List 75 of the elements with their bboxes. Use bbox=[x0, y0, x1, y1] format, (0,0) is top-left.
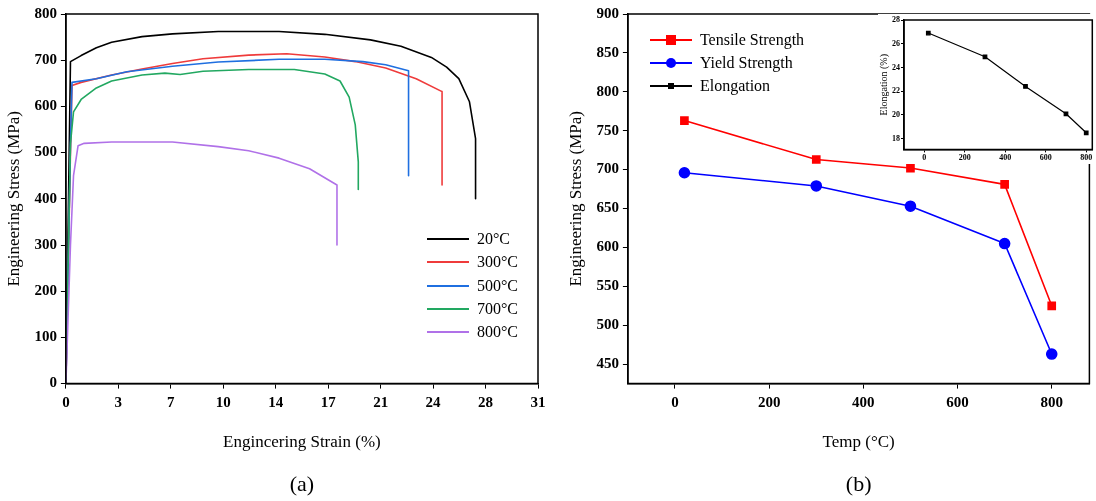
x-tick-label: 7 bbox=[167, 394, 176, 411]
x-tick-label: 600 bbox=[1039, 153, 1052, 163]
y-tick-label: 800 bbox=[34, 4, 57, 21]
x-tick-label: 28 bbox=[478, 394, 494, 411]
point bbox=[678, 166, 691, 179]
legend-label: Tensile Strength bbox=[699, 30, 805, 49]
y-tick-label: 24 bbox=[892, 62, 900, 72]
point bbox=[1023, 84, 1028, 89]
point bbox=[998, 237, 1011, 250]
y-tick-label: 900 bbox=[596, 4, 619, 21]
point bbox=[1000, 180, 1009, 189]
y-tick-label: 22 bbox=[892, 86, 900, 96]
y-axis-title: Elongation (%) bbox=[877, 54, 890, 116]
point bbox=[811, 155, 821, 164]
point bbox=[982, 54, 988, 60]
y-tick-label: 100 bbox=[34, 328, 57, 345]
x-tick-label: 400 bbox=[999, 153, 1012, 163]
x-tick-label: 200 bbox=[958, 153, 971, 163]
text: (b) bbox=[845, 471, 872, 496]
y-tick-label: 20 bbox=[892, 110, 900, 120]
y-tick-label: 26 bbox=[892, 38, 900, 48]
y-tick-label: 0 bbox=[49, 374, 57, 391]
point bbox=[925, 30, 931, 36]
point bbox=[1045, 348, 1058, 360]
y-tick-label: 28 bbox=[892, 15, 900, 25]
x-tick-label: 3 bbox=[114, 394, 123, 411]
y-tick-label: 300 bbox=[34, 235, 57, 252]
legend-label: Yield Strength bbox=[699, 53, 793, 72]
x-axis-title: Temp (°C) bbox=[822, 432, 895, 452]
x-tick-label: 0 bbox=[922, 153, 927, 163]
x-tick-label: 21 bbox=[373, 394, 389, 411]
legend-label: 20°C bbox=[476, 230, 510, 249]
x-tick-label: 0 bbox=[62, 394, 70, 411]
legend-label: 300°C bbox=[476, 253, 518, 272]
point bbox=[1063, 111, 1069, 117]
x-tick-label: 800 bbox=[1080, 153, 1093, 163]
y-tick-label: 18 bbox=[892, 133, 900, 143]
legend-label: 700°C bbox=[476, 299, 518, 318]
y-tick-label: 850 bbox=[596, 43, 619, 60]
y-tick-label: 650 bbox=[596, 199, 619, 216]
y-tick-label: 800 bbox=[596, 82, 619, 99]
point bbox=[906, 163, 915, 173]
x-tick-label: 10 bbox=[215, 394, 231, 411]
x-tick-label: 400 bbox=[852, 394, 875, 411]
x-tick-label: 800 bbox=[1040, 394, 1063, 411]
y-tick-label: 500 bbox=[34, 143, 57, 160]
x-tick-label: 31 bbox=[530, 394, 546, 411]
y-tick-label: 600 bbox=[596, 238, 619, 255]
point bbox=[1047, 301, 1057, 311]
y-tick-label: 550 bbox=[596, 277, 619, 294]
y-tick-label: 600 bbox=[34, 97, 57, 114]
legend-label: 500°C bbox=[476, 276, 518, 295]
y-tick-label: 500 bbox=[596, 316, 619, 333]
x-tick-label: 14 bbox=[268, 394, 284, 411]
y-tick-label: 200 bbox=[34, 282, 57, 299]
legend-label: 800°C bbox=[476, 322, 518, 341]
y-tick-label: 750 bbox=[596, 121, 619, 138]
point bbox=[810, 180, 823, 192]
x-axis-title: Engincering Strain (%) bbox=[223, 432, 381, 452]
point bbox=[1083, 130, 1089, 136]
x-tick-label: 0 bbox=[671, 394, 679, 411]
y-axis-title: Engineering Stress (MPa) bbox=[3, 110, 23, 287]
x-tick-label: 600 bbox=[946, 394, 969, 411]
y-tick-label: 700 bbox=[34, 51, 57, 68]
y-axis-title: Engineering Stress (MPa) bbox=[565, 110, 585, 287]
x-tick-label: 24 bbox=[425, 394, 442, 411]
y-tick-label: 700 bbox=[596, 160, 619, 177]
y-tick-label: 400 bbox=[34, 189, 57, 206]
y-tick-label: 450 bbox=[596, 355, 619, 372]
point bbox=[680, 116, 689, 125]
legend-label: Elongation bbox=[699, 76, 771, 95]
x-tick-label: 17 bbox=[320, 394, 337, 411]
text: (a) bbox=[289, 471, 315, 496]
point bbox=[904, 200, 917, 212]
x-tick-label: 200 bbox=[757, 394, 781, 411]
